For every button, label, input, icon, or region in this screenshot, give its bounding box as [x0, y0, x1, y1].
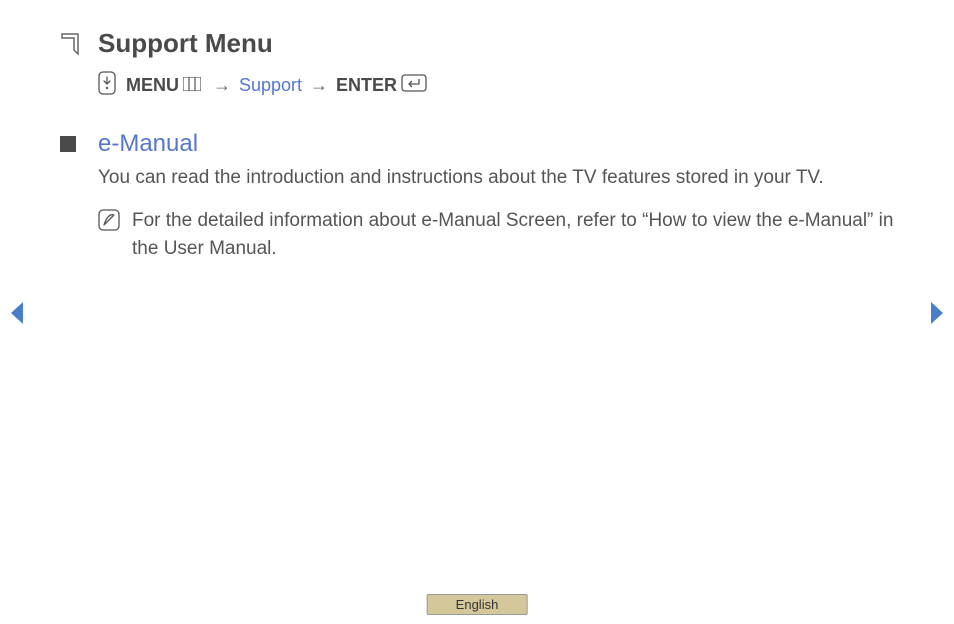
section-body: You can read the introduction and instru…	[98, 164, 894, 193]
menu-label: MENU	[126, 75, 179, 96]
nav-next-button[interactable]	[928, 300, 946, 331]
breadcrumb-support: Support	[239, 75, 302, 96]
arrow-separator: →	[213, 75, 231, 96]
enter-label: ENTER	[336, 75, 397, 96]
note-row: For the detailed information about e-Man…	[98, 207, 894, 264]
title-row: Support Menu	[60, 28, 894, 59]
breadcrumb: MENU → Support → ENTER	[98, 71, 894, 100]
bookmark-icon	[60, 32, 80, 56]
section-header-row: e-Manual	[60, 130, 894, 158]
note-icon	[98, 209, 120, 236]
page-title: Support Menu	[98, 28, 273, 59]
page-content: Support Menu MENU → Support → ENTER	[0, 0, 954, 264]
remote-icon	[98, 71, 116, 100]
square-bullet-icon	[60, 136, 76, 152]
note-text: For the detailed information about e-Man…	[132, 207, 894, 264]
arrow-separator: →	[310, 75, 328, 96]
nav-prev-button[interactable]	[8, 300, 26, 331]
menu-grid-icon	[183, 75, 201, 96]
language-tab[interactable]: English	[427, 594, 528, 615]
section-heading: e-Manual	[98, 130, 198, 158]
enter-icon	[401, 74, 427, 97]
